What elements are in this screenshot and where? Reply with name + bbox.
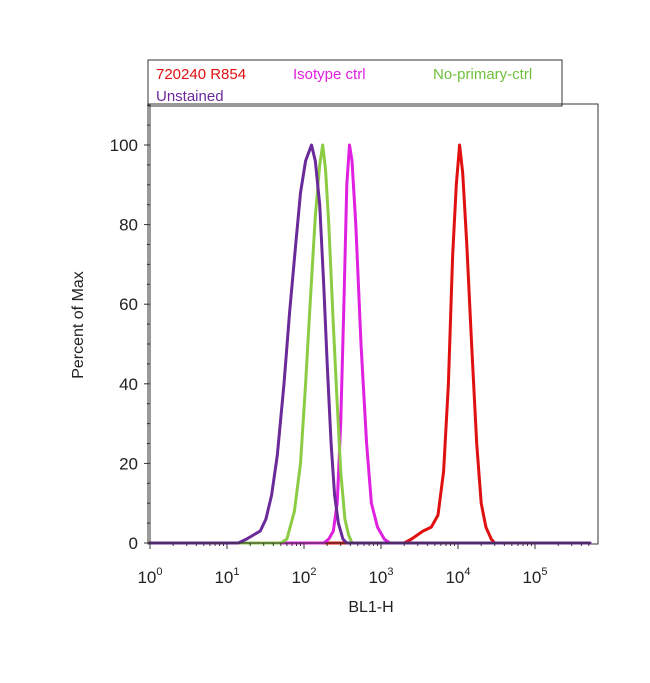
series-layer xyxy=(148,143,592,545)
legend-item-isotype-ctrl: Isotype ctrl xyxy=(293,66,366,83)
legend-item-720240-r854: 720240 R854 xyxy=(156,66,246,83)
x-tick-label: 103 xyxy=(368,566,393,587)
legend-box xyxy=(147,59,563,107)
x-tick-label: 102 xyxy=(291,566,316,587)
y-tick-label: 60 xyxy=(119,295,138,314)
plot-frame xyxy=(147,103,599,545)
y-tick-label: 0 xyxy=(129,534,138,553)
x-axis-title: BL1-H xyxy=(348,599,393,616)
x-tick-label: 100 xyxy=(137,566,162,587)
y-tick-label: 80 xyxy=(119,216,138,235)
x-tick-label: 105 xyxy=(522,566,547,587)
x-tick-label: 104 xyxy=(445,566,470,587)
y-axis: 0 20 40 60 80 100 xyxy=(110,104,151,553)
series-line-unstained xyxy=(148,143,592,545)
series-line-720240-r854 xyxy=(148,143,592,545)
y-tick-label: 40 xyxy=(119,375,138,394)
y-axis-title: Percent of Max xyxy=(70,271,87,379)
x-tick-label: 101 xyxy=(214,566,239,587)
legend-item-no-primary-ctrl: No-primary-ctrl xyxy=(433,66,532,83)
series-line-isotype-ctrl xyxy=(148,143,592,545)
y-tick-label: 100 xyxy=(110,136,138,155)
legend-item-unstained: Unstained xyxy=(156,88,224,105)
x-axis: 100 101 102 103 104 105 xyxy=(137,542,590,587)
y-tick-label: 20 xyxy=(119,454,138,473)
series-line-no-primary-ctrl xyxy=(148,143,592,545)
